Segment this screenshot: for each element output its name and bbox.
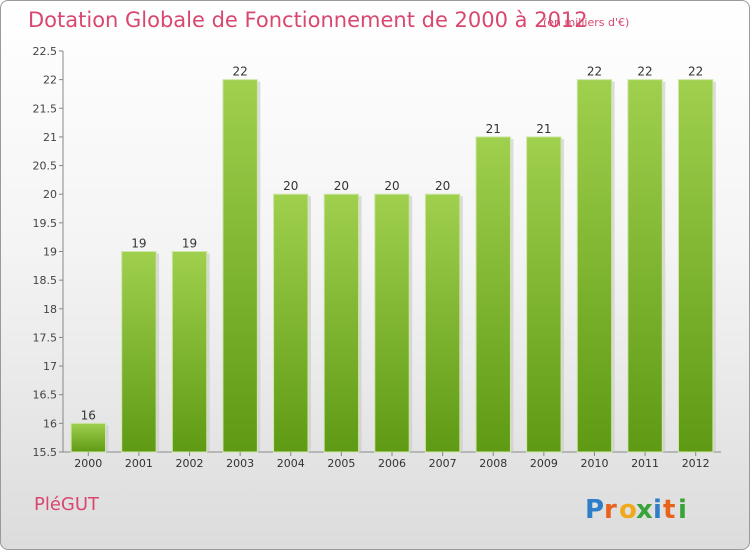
- bar: [171, 251, 208, 453]
- y-tick-label: 18: [43, 303, 57, 316]
- svg-text:i: i: [678, 495, 687, 525]
- bar: [70, 422, 107, 453]
- chart-subtitle: (en milliers d'€): [543, 16, 630, 29]
- svg-text:t: t: [663, 495, 675, 525]
- chart-title: Dotation Globale de Fonctionnement de 20…: [28, 8, 588, 32]
- data-label: 20: [283, 179, 298, 193]
- data-label: 22: [637, 65, 652, 79]
- svg-text:x: x: [636, 495, 653, 525]
- svg-text:r: r: [604, 495, 617, 525]
- x-tick-label: 2005: [327, 457, 355, 470]
- bar: [121, 251, 157, 453]
- x-tick-label: 2002: [176, 457, 204, 470]
- x-tick-label: 2011: [631, 457, 659, 470]
- data-label: 16: [81, 408, 96, 422]
- y-tick-label: 16.5: [33, 389, 58, 402]
- data-label: 21: [486, 122, 501, 136]
- bar: [374, 193, 410, 453]
- bar: [627, 79, 663, 453]
- y-tick-label: 21.5: [33, 102, 58, 115]
- commune-name: PléGUT: [34, 494, 100, 515]
- svg-text:P: P: [585, 495, 604, 525]
- x-tick-label: 2003: [226, 457, 254, 470]
- y-tick-label: 15.5: [33, 446, 58, 459]
- bar: [475, 136, 511, 453]
- proxiti-logo: P r o x i t i: [585, 495, 687, 525]
- y-tick-label: 19: [43, 246, 57, 259]
- y-tick-label: 19.5: [33, 217, 58, 230]
- data-label: 22: [688, 65, 703, 79]
- y-tick-label: 17.5: [33, 331, 58, 344]
- x-tick-label: 2007: [429, 457, 457, 470]
- y-tick-label: 18.5: [33, 274, 58, 287]
- bar: [526, 136, 562, 453]
- bar: [273, 193, 309, 453]
- bar: [323, 193, 360, 453]
- data-label: 21: [536, 122, 551, 136]
- data-label: 20: [334, 179, 349, 193]
- svg-text:i: i: [653, 495, 662, 525]
- data-label: 22: [233, 65, 248, 79]
- bar: [222, 79, 258, 453]
- x-tick-label: 2006: [378, 457, 406, 470]
- svg-text:o: o: [619, 495, 637, 525]
- x-tick-label: 2001: [125, 457, 153, 470]
- y-tick-label: 17: [43, 360, 57, 373]
- data-label: 20: [435, 179, 450, 193]
- x-tick-label: 2012: [682, 457, 710, 470]
- bar: [677, 79, 714, 453]
- x-tick-label: 2000: [74, 457, 102, 470]
- bar: [424, 193, 461, 453]
- y-tick-label: 22: [43, 74, 57, 87]
- data-label: 20: [384, 179, 399, 193]
- y-tick-label: 21: [43, 131, 57, 144]
- data-label: 19: [131, 237, 146, 251]
- x-tick-label: 2008: [479, 457, 507, 470]
- data-label: 22: [587, 65, 602, 79]
- bar: [576, 79, 613, 453]
- x-tick-label: 2004: [277, 457, 305, 470]
- x-tick-label: 2010: [580, 457, 608, 470]
- y-tick-label: 20: [43, 188, 57, 201]
- y-tick-label: 20.5: [33, 160, 58, 173]
- x-tick-label: 2009: [530, 457, 558, 470]
- y-tick-label: 22.5: [33, 45, 58, 58]
- data-label: 19: [182, 237, 197, 251]
- y-tick-label: 16: [43, 417, 57, 430]
